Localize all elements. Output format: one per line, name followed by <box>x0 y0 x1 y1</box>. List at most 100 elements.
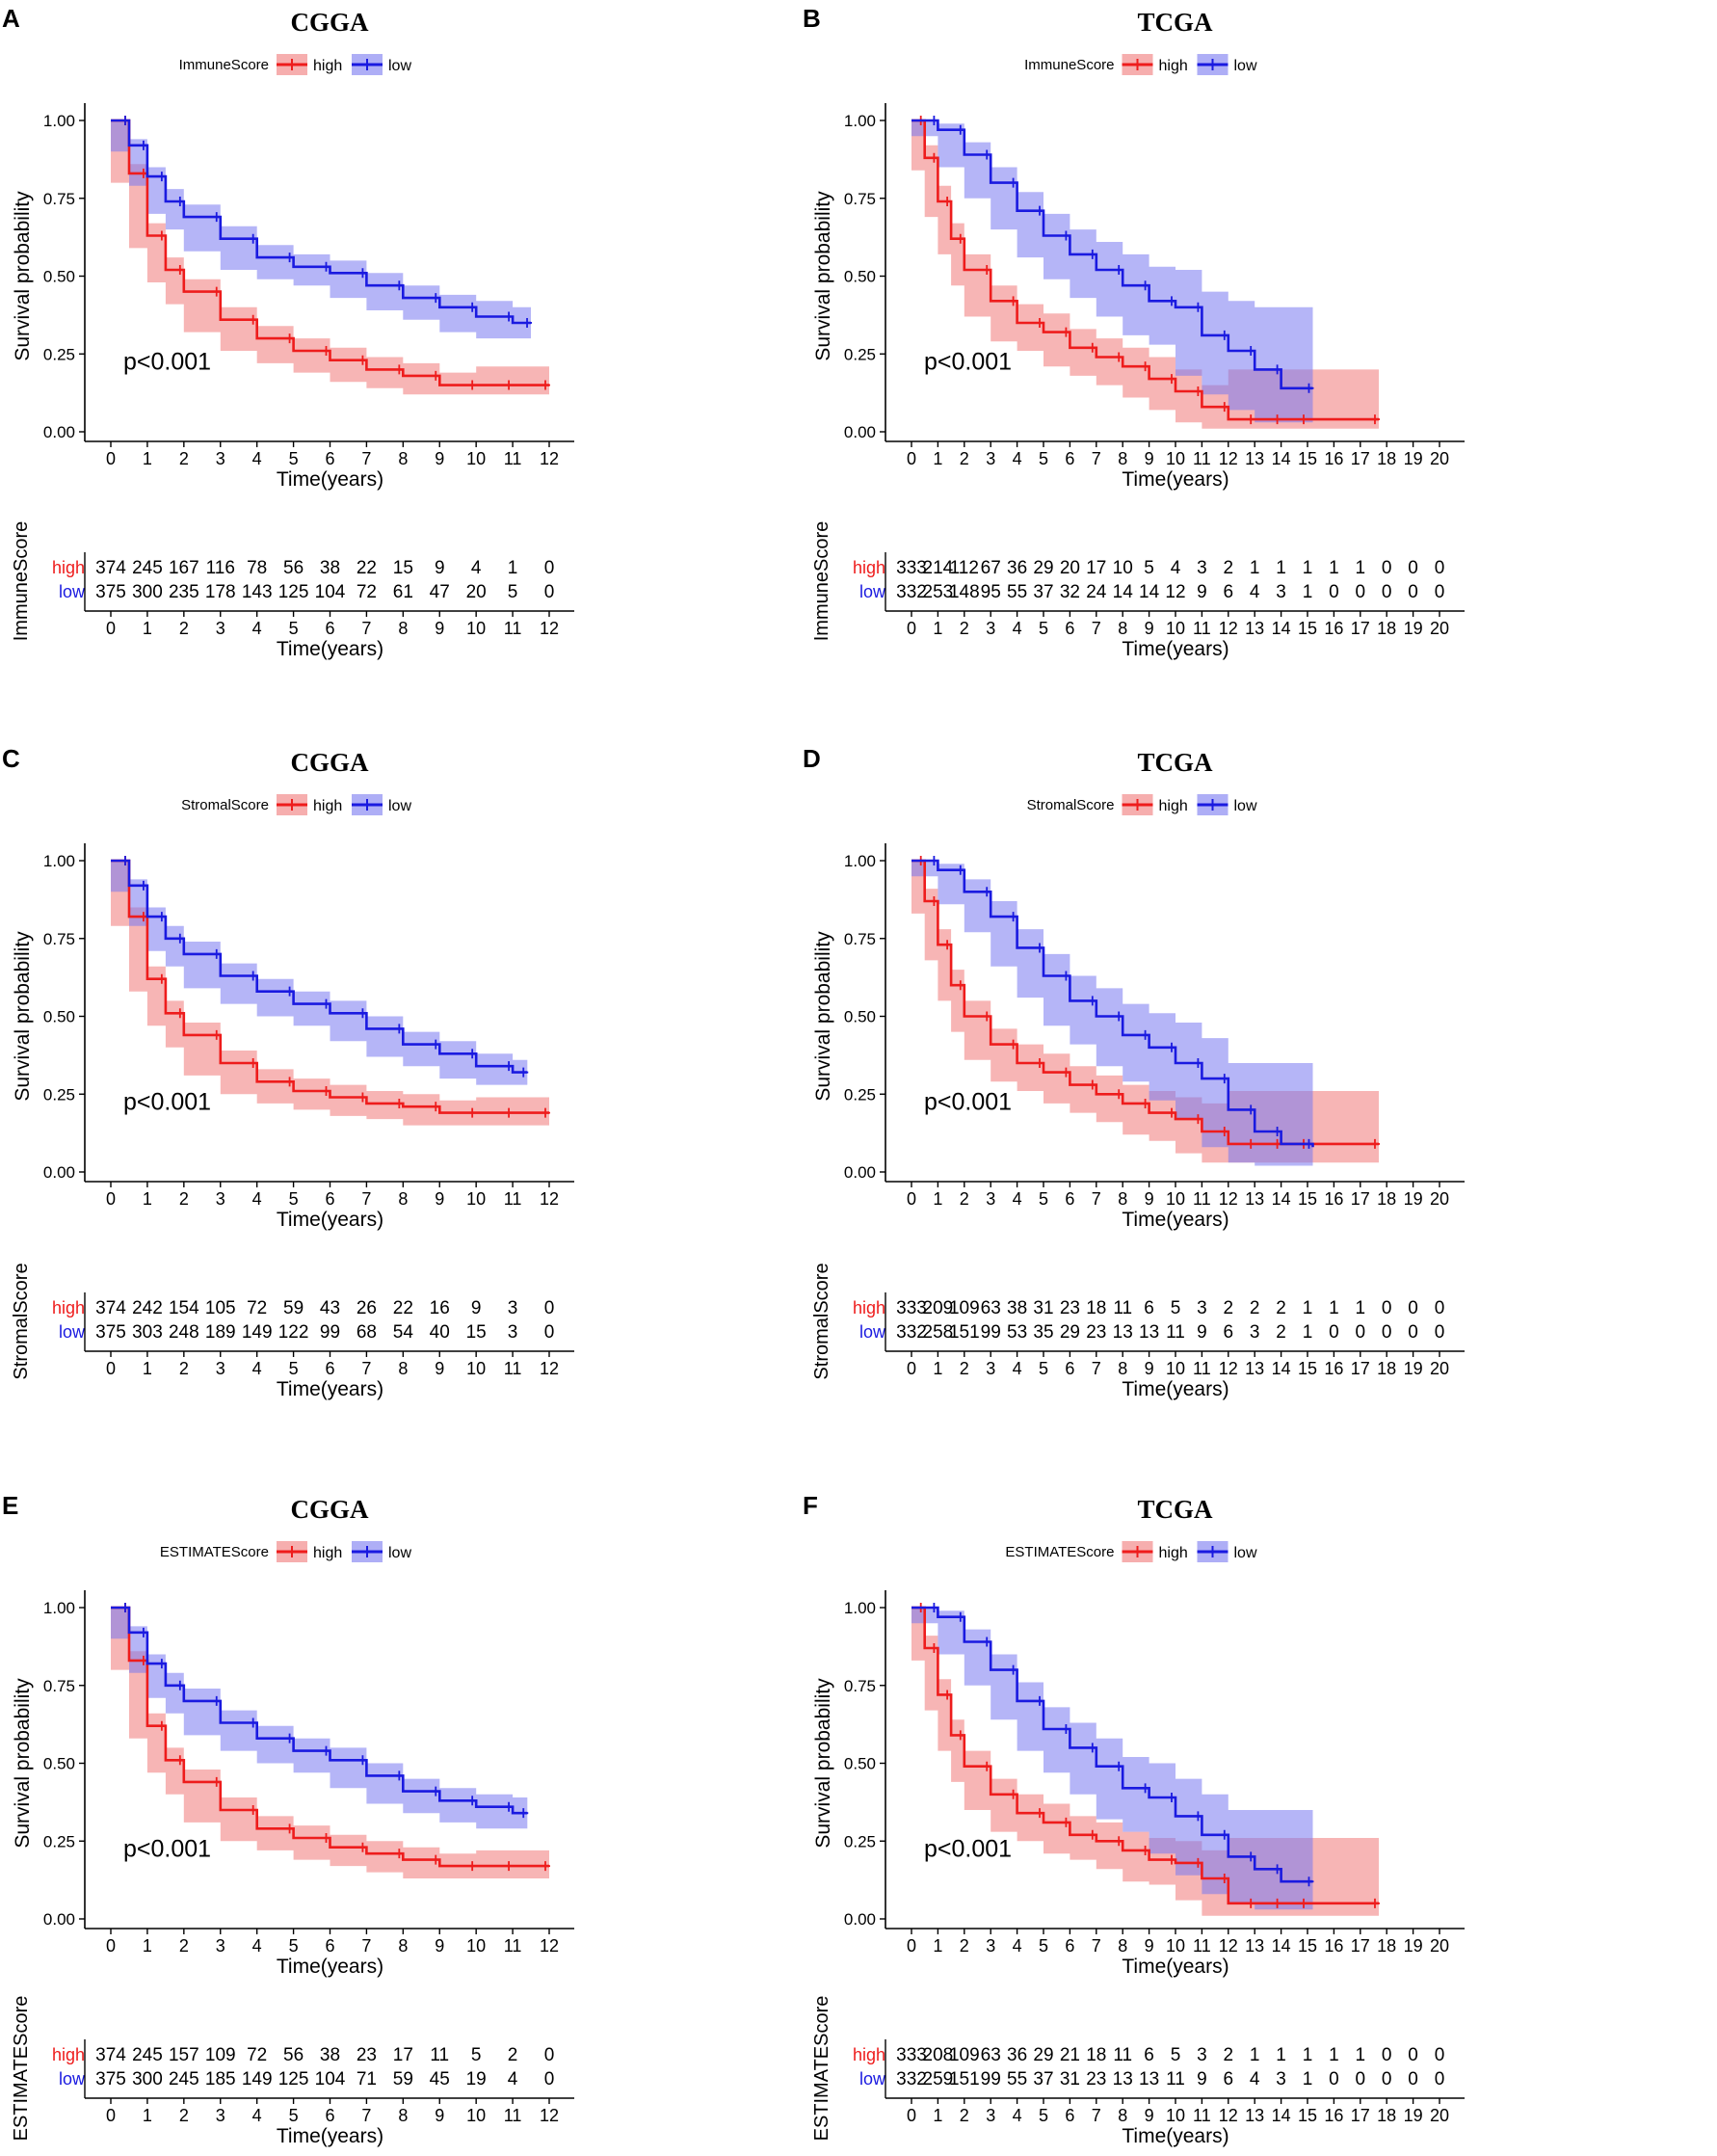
censor-mark-high <box>284 1823 295 1834</box>
risk-x-tick-label: 7 <box>1092 619 1101 638</box>
risk-count-low: 235 <box>169 582 199 602</box>
risk-count-low: 55 <box>1007 582 1027 602</box>
risk-count-low: 59 <box>393 2069 413 2089</box>
x-tick-label: 13 <box>1245 1189 1264 1209</box>
x-tick-label: 10 <box>466 1189 486 1209</box>
y-tick-label: 0.00 <box>844 1163 876 1182</box>
censor-mark-low <box>138 880 148 891</box>
risk-x-tick-label: 4 <box>252 2106 262 2125</box>
y-tick-label: 1.00 <box>43 1599 75 1617</box>
risk-count-low: 13 <box>1139 2069 1159 2089</box>
censor-mark-high <box>174 1008 185 1019</box>
risk-count-high: 43 <box>320 1298 340 1318</box>
x-tick-label: 13 <box>1245 1936 1264 1956</box>
risk-count-high: 167 <box>169 558 199 578</box>
x-tick-label: 20 <box>1430 1936 1449 1956</box>
x-axis-label: Time(years) <box>1122 468 1228 491</box>
risk-count-low: 0 <box>1408 1322 1418 1343</box>
risk-count-high: 2 <box>1250 1298 1260 1318</box>
risk-count-high: 1 <box>1356 558 1366 578</box>
y-tick-label: 0.25 <box>43 345 75 363</box>
risk-count-high: 15 <box>393 558 413 578</box>
risk-count-low: 11 <box>1166 1322 1185 1343</box>
risk-count-low: 29 <box>1060 1322 1080 1343</box>
chart-title: TCGA <box>1137 1495 1213 1524</box>
y-tick-label: 0.00 <box>43 423 75 441</box>
risk-x-tick-label: 7 <box>361 1359 371 1378</box>
censor-mark-high <box>211 1776 222 1787</box>
risk-x-tick-label: 5 <box>289 1359 299 1378</box>
risk-count-low: 149 <box>242 2069 273 2089</box>
x-tick-label: 5 <box>1039 1936 1048 1956</box>
risk-count-high: 1 <box>1303 2045 1313 2065</box>
censor-mark-high <box>1114 1089 1124 1100</box>
censor-mark-low <box>504 311 515 322</box>
x-tick-label: 12 <box>1219 1936 1238 1956</box>
legend-label-low: low <box>1234 798 1257 814</box>
risk-count-high: 1 <box>1329 1298 1339 1318</box>
censor-mark-low <box>284 253 295 263</box>
censor-mark-low <box>955 124 965 135</box>
censor-mark-low <box>1304 1138 1314 1149</box>
risk-x-tick-label: 14 <box>1272 619 1291 638</box>
legend-label-low: low <box>388 798 411 814</box>
risk-count-low: 3 <box>1276 582 1286 602</box>
risk-count-low: 61 <box>393 582 413 602</box>
risk-count-high: 157 <box>169 2045 199 2065</box>
x-tick-label: 12 <box>1219 1189 1238 1209</box>
risk-count-low: 99 <box>981 2069 1001 2089</box>
x-tick-label: 3 <box>986 449 995 468</box>
x-tick-label: 14 <box>1272 1936 1291 1956</box>
risk-x-tick-label: 8 <box>398 2106 408 2125</box>
risk-x-tick-label: 19 <box>1404 1359 1423 1378</box>
risk-count-high: 3 <box>1197 2045 1207 2065</box>
x-tick-label: 17 <box>1351 1189 1370 1209</box>
risk-count-low: 143 <box>242 582 273 602</box>
risk-row-label-low: low <box>859 582 886 601</box>
x-tick-label: 2 <box>179 449 189 468</box>
risk-count-high: 0 <box>1382 2045 1392 2065</box>
ci-band-low <box>911 861 1313 1166</box>
risk-row-label-low: low <box>59 1322 86 1342</box>
x-tick-label: 12 <box>1219 449 1238 468</box>
risk-count-high: 154 <box>169 1298 199 1318</box>
censor-mark-low <box>1304 1877 1314 1887</box>
x-tick-label: 9 <box>435 1189 444 1209</box>
risk-count-low: 9 <box>1197 2069 1207 2089</box>
risk-x-tick-label: 0 <box>907 619 916 638</box>
risk-count-low: 258 <box>923 1322 954 1343</box>
x-tick-label: 6 <box>325 449 334 468</box>
legend: ESTIMATEScore high low <box>1005 1541 1257 1562</box>
censor-mark-high <box>1140 361 1150 372</box>
risk-table-title: ESTIMATEScore <box>811 1996 832 2142</box>
risk-count-low: 95 <box>981 582 1001 602</box>
risk-count-high: 209 <box>923 1298 954 1318</box>
risk-x-tick-label: 2 <box>960 1359 969 1378</box>
risk-x-tick-label: 10 <box>1166 2106 1185 2125</box>
censor-mark-high <box>1272 1898 1282 1908</box>
risk-x-tick-label: 6 <box>325 1359 334 1378</box>
p-value: p<0.001 <box>123 1835 211 1862</box>
censor-mark-high <box>174 1755 185 1766</box>
x-tick-label: 12 <box>540 1189 559 1209</box>
legend-label-low: low <box>388 58 411 74</box>
censor-mark-low <box>211 1695 222 1706</box>
risk-count-high: 3 <box>508 1298 518 1318</box>
risk-count-low: 40 <box>430 1322 450 1343</box>
risk-count-low: 5 <box>508 582 518 602</box>
risk-count-high: 21 <box>1060 2045 1080 2065</box>
risk-count-low: 332 <box>896 2069 927 2089</box>
censor-mark-high <box>431 1854 441 1865</box>
risk-count-low: 0 <box>1408 2069 1418 2089</box>
risk-x-tick-label: 20 <box>1430 2106 1449 2125</box>
censor-mark-low <box>1140 1783 1150 1794</box>
risk-row-label-high: high <box>853 558 885 577</box>
risk-x-tick-label: 10 <box>1166 1359 1185 1378</box>
risk-x-tick-label: 15 <box>1298 1359 1317 1378</box>
legend-title: ImmuneScore <box>1024 57 1114 73</box>
risk-count-low: 248 <box>169 1322 199 1343</box>
censor-mark-low <box>431 1039 441 1050</box>
x-tick-label: 12 <box>540 1936 559 1956</box>
x-tick-label: 3 <box>986 1189 995 1209</box>
